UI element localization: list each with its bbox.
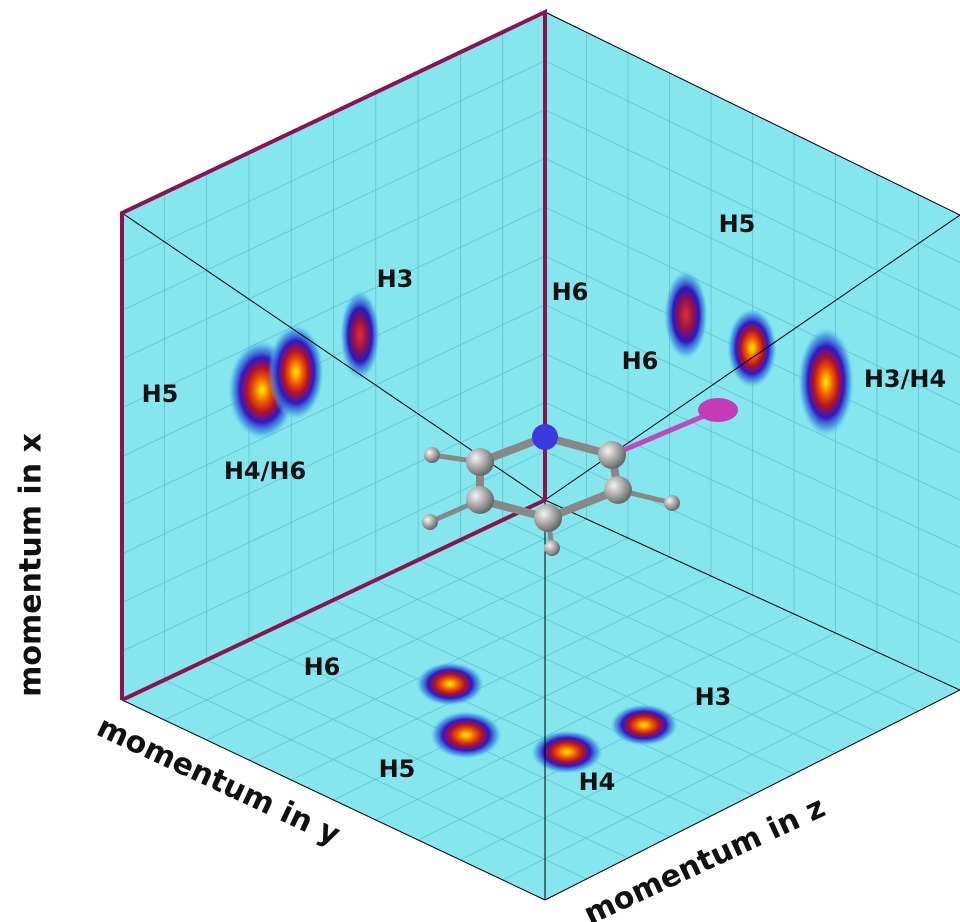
atom-carbon <box>466 486 494 514</box>
atom-hydrogen <box>664 495 680 511</box>
edge <box>544 11 960 216</box>
grid-line <box>502 519 919 712</box>
peak-label: H5 <box>719 210 756 238</box>
peak-label: H4/H6 <box>224 457 306 485</box>
grid-line <box>417 559 836 754</box>
grid-line <box>375 579 795 775</box>
peak-label: H4 <box>579 768 616 796</box>
peak-label: H3 <box>377 265 414 293</box>
atom-hydrogen <box>422 514 438 530</box>
edge <box>121 699 546 901</box>
blob <box>531 730 603 774</box>
blob <box>430 711 502 759</box>
blob <box>340 290 380 380</box>
peak-label: H5 <box>142 380 179 408</box>
atom-carbon <box>604 476 632 504</box>
blob <box>416 662 484 706</box>
cube-edges <box>120 8 960 901</box>
grid-line <box>460 539 878 733</box>
axis-label: momentum in x <box>14 433 49 697</box>
peak-label: H6 <box>552 278 589 306</box>
grid-line <box>121 450 546 652</box>
peak-label: H3/H4 <box>864 365 946 393</box>
grid-line <box>544 353 960 548</box>
atom-iodine <box>698 398 738 422</box>
grid-line <box>502 670 919 881</box>
peak-label: H6 <box>304 653 341 681</box>
atom-hydrogen <box>424 447 440 463</box>
distributions <box>228 270 854 774</box>
blob <box>727 308 777 388</box>
edge-highlight <box>120 8 547 702</box>
atom-nitrogen <box>532 424 558 450</box>
grid-line <box>121 353 546 555</box>
blob <box>798 327 854 437</box>
blob <box>664 270 708 360</box>
grid-line <box>121 402 546 603</box>
atom-carbon <box>534 504 562 532</box>
atom-carbon <box>466 448 494 476</box>
peak-label: H6 <box>622 347 659 375</box>
atom-carbon <box>598 441 626 469</box>
grid-line <box>375 613 795 821</box>
edge <box>544 499 960 691</box>
atom-hydrogen <box>544 540 560 556</box>
bond <box>609 407 721 458</box>
face-bottom <box>122 500 960 900</box>
peak-label: H3 <box>695 683 732 711</box>
molecule <box>422 398 738 556</box>
edge <box>544 689 960 901</box>
grid-line <box>460 651 878 861</box>
blob <box>610 704 678 746</box>
blob <box>268 324 324 420</box>
grid-line <box>333 594 753 801</box>
grid-line <box>544 304 960 501</box>
grid-line <box>121 304 546 506</box>
peak-label: H5 <box>379 755 416 783</box>
grid-line <box>544 402 960 596</box>
